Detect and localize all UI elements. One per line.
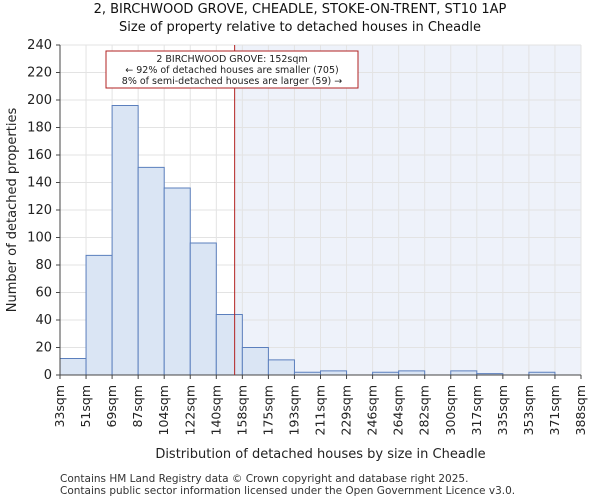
y-tick-label-12: 240 [27,38,52,53]
y-tick-label-0: 0 [44,368,52,383]
bar-8 [267,359,295,376]
x-tick-label-5: 122sqm [182,385,197,435]
x-tick-label-9: 193sqm [286,385,301,435]
x-tick-label-11: 229sqm [339,385,354,435]
bar-10 [320,370,348,376]
x-tick-label-2: 69sqm [104,385,119,428]
y-tick-label-5: 100 [27,231,52,246]
x-tick-label-13: 264sqm [391,385,406,435]
y-tick-label-9: 180 [27,121,52,136]
x-tick-label-6: 140sqm [208,385,223,435]
y-tick-label-8: 160 [27,148,52,163]
x-tick-label-4: 104sqm [156,385,171,435]
x-tick-label-8: 175sqm [260,385,275,435]
bar-4 [163,187,191,376]
x-axis-label: Distribution of detached houses by size … [155,447,485,462]
x-tick-label-12: 246sqm [365,385,380,435]
footer-line-1: Contains HM Land Registry data © Crown c… [60,473,469,485]
y-tick-label-10: 200 [27,93,52,108]
y-tick-label-4: 80 [35,258,52,273]
x-tick-label-19: 371sqm [547,385,562,435]
x-tick-label-18: 353sqm [521,385,536,435]
annotation-line-2: 8% of semi-detached houses are larger (5… [122,76,342,87]
y-axis-label: Number of detached properties [5,108,20,313]
y-tick-label-11: 220 [27,66,52,81]
chart-title: 2, BIRCHWOOD GROVE, CHEADLE, STOKE-ON-TR… [93,2,507,17]
x-tick-label-20: 388sqm [573,385,588,435]
bar-2 [111,105,139,376]
chart-subtitle: Size of property relative to detached ho… [119,20,481,35]
y-tick-label-1: 20 [35,341,52,356]
bar-0 [59,358,87,376]
y-tick-label-3: 60 [35,286,52,301]
bar-13 [398,370,426,376]
x-tick-label-14: 282sqm [417,385,432,435]
x-tick-label-1: 51sqm [78,385,93,428]
x-tick-label-16: 317sqm [469,385,484,435]
bar-1 [85,254,113,376]
bar-15 [450,370,478,376]
x-tick-label-10: 211sqm [313,385,328,435]
y-tick-label-6: 120 [27,203,52,218]
x-tick-label-15: 300sqm [443,385,458,435]
bar-5 [189,242,217,376]
y-tick-label-2: 40 [35,313,52,328]
footer-line-2: Contains public sector information licen… [60,485,516,497]
bar-6 [215,314,243,376]
x-tick-label-3: 87sqm [130,385,145,428]
annotation-box [105,50,359,89]
x-tick-label-17: 335sqm [495,385,510,435]
bar-7 [241,347,269,376]
y-tick-label-7: 140 [27,176,52,191]
bar-3 [137,166,165,376]
x-tick-label-0: 33sqm [52,385,67,428]
annotation-line-0: 2 BIRCHWOOD GROVE: 152sqm [156,54,307,65]
annotation-line-1: ← 92% of detached houses are smaller (70… [125,65,338,76]
x-tick-label-7: 158sqm [234,385,249,435]
